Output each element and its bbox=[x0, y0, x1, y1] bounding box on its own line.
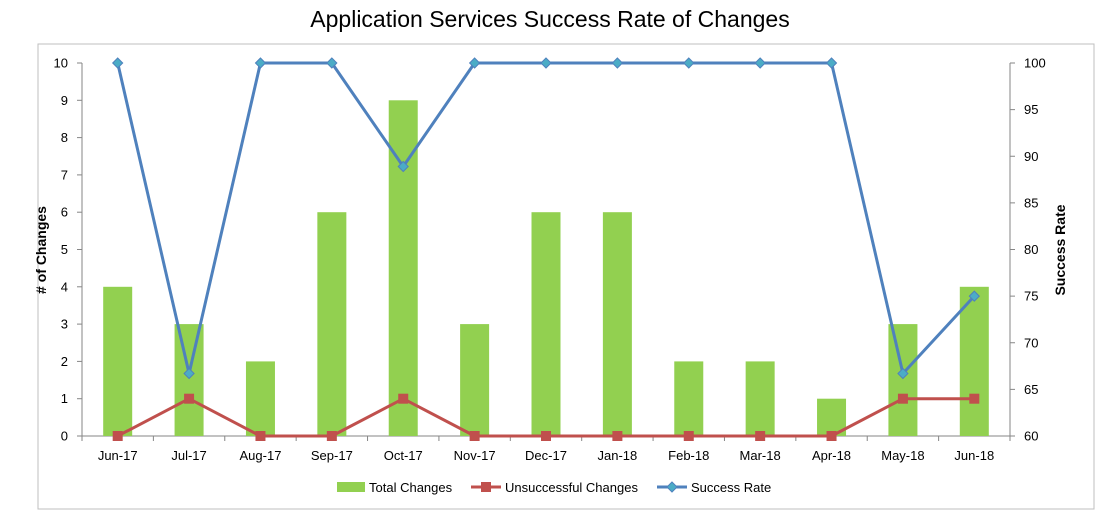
y-tick-label: 3 bbox=[61, 317, 68, 332]
legend-marker-success-rate bbox=[666, 481, 678, 493]
legend-label-total-changes: Total Changes bbox=[369, 480, 453, 495]
y-tick-label: 10 bbox=[54, 56, 68, 71]
point-success-rate bbox=[540, 57, 552, 69]
point-success-rate bbox=[254, 57, 267, 69]
point-unsuccessful-changes bbox=[826, 431, 837, 441]
bar-total-changes bbox=[674, 361, 704, 436]
x-tick-label: Jun-17 bbox=[98, 448, 138, 463]
point-unsuccessful-changes bbox=[969, 393, 980, 404]
point-success-rate bbox=[468, 57, 481, 69]
legend-label-unsuccessful-changes: Unsuccessful Changes bbox=[505, 480, 638, 495]
y2-tick-label: 70 bbox=[1024, 335, 1038, 350]
bar-total-changes bbox=[745, 361, 775, 436]
y2-tick-label: 95 bbox=[1024, 102, 1038, 117]
x-tick-label: Sep-17 bbox=[311, 448, 353, 463]
point-unsuccessful-changes bbox=[469, 431, 480, 441]
point-unsuccessful-changes bbox=[255, 431, 266, 441]
y-tick-label: 1 bbox=[61, 391, 68, 406]
y-tick-label: 7 bbox=[61, 167, 68, 182]
bar-total-changes bbox=[531, 212, 561, 436]
point-success-rate bbox=[183, 367, 195, 380]
point-unsuccessful-changes bbox=[683, 431, 694, 441]
point-unsuccessful-changes bbox=[897, 393, 908, 404]
y-tick-label: 5 bbox=[61, 242, 68, 257]
legend-label-success-rate: Success Rate bbox=[691, 480, 771, 495]
legend-swatch-total-changes bbox=[337, 482, 365, 492]
point-success-rate bbox=[111, 57, 124, 69]
y2-axis-title: Success Rate bbox=[1052, 204, 1068, 295]
y2-tick-label: 75 bbox=[1024, 289, 1038, 304]
point-unsuccessful-changes bbox=[184, 393, 195, 404]
y2-tick-label: 100 bbox=[1024, 56, 1046, 71]
bar-total-changes bbox=[245, 361, 275, 436]
y-tick-label: 2 bbox=[61, 354, 68, 369]
bar-total-changes bbox=[388, 100, 418, 437]
x-tick-label: Jan-18 bbox=[598, 448, 638, 463]
point-success-rate bbox=[683, 57, 695, 69]
point-unsuccessful-changes bbox=[612, 431, 623, 441]
x-tick-label: Jul-17 bbox=[171, 448, 206, 463]
point-unsuccessful-changes bbox=[541, 431, 551, 441]
y-tick-label: 9 bbox=[61, 93, 68, 108]
x-tick-label: Nov-17 bbox=[454, 448, 496, 463]
point-unsuccessful-changes bbox=[755, 431, 766, 441]
plot-area: 0 1 2 3 4 5 6 7 8 9 10 60 65 70 75 80 85 90 95 100 Jun-17 Jul… bbox=[54, 56, 1046, 464]
y-axis-title: # of Changes bbox=[33, 206, 49, 294]
x-tick-label: Feb-18 bbox=[668, 448, 709, 463]
chart-title: Application Services Success Rate of Cha… bbox=[310, 6, 790, 32]
y2-tick-label: 80 bbox=[1024, 242, 1038, 257]
point-unsuccessful-changes bbox=[326, 431, 337, 441]
x-tick-label: Aug-17 bbox=[240, 448, 282, 463]
bar-total-changes bbox=[174, 324, 204, 436]
point-success-rate bbox=[326, 57, 338, 69]
legend-marker-unsuccessful-changes bbox=[481, 482, 491, 492]
bar-total-changes bbox=[460, 324, 490, 436]
point-success-rate bbox=[611, 57, 624, 69]
y-tick-label: 6 bbox=[61, 205, 68, 220]
y2-tick-label: 90 bbox=[1024, 149, 1038, 164]
point-success-rate bbox=[397, 160, 409, 173]
point-success-rate bbox=[968, 290, 981, 302]
y2-tick-label: 85 bbox=[1024, 195, 1038, 210]
y2-tick-label: 65 bbox=[1024, 382, 1038, 397]
point-success-rate bbox=[825, 57, 838, 69]
x-tick-label: Jun-18 bbox=[954, 448, 994, 463]
bar-total-changes bbox=[602, 212, 632, 436]
point-unsuccessful-changes bbox=[398, 393, 409, 404]
x-tick-label: Apr-18 bbox=[812, 448, 851, 463]
chart-frame bbox=[37, 43, 1095, 510]
bar-total-changes bbox=[959, 286, 989, 436]
y-tick-label: 4 bbox=[61, 279, 68, 294]
bar-total-changes bbox=[317, 212, 347, 436]
y-tick-label: 8 bbox=[61, 130, 68, 145]
x-tick-label: Mar-18 bbox=[740, 448, 781, 463]
point-success-rate bbox=[754, 57, 766, 69]
bar-total-changes bbox=[103, 286, 133, 436]
x-tick-label: May-18 bbox=[881, 448, 924, 463]
y-tick-label: 0 bbox=[61, 429, 68, 444]
y2-tick-label: 60 bbox=[1024, 429, 1038, 444]
point-unsuccessful-changes bbox=[112, 431, 123, 441]
bar-total-changes bbox=[888, 324, 918, 436]
point-success-rate bbox=[897, 367, 909, 380]
x-tick-label: Dec-17 bbox=[525, 448, 567, 463]
legend: Total Changes Unsuccessful Changes Success… bbox=[337, 480, 771, 495]
x-tick-label: Oct-17 bbox=[384, 448, 423, 463]
